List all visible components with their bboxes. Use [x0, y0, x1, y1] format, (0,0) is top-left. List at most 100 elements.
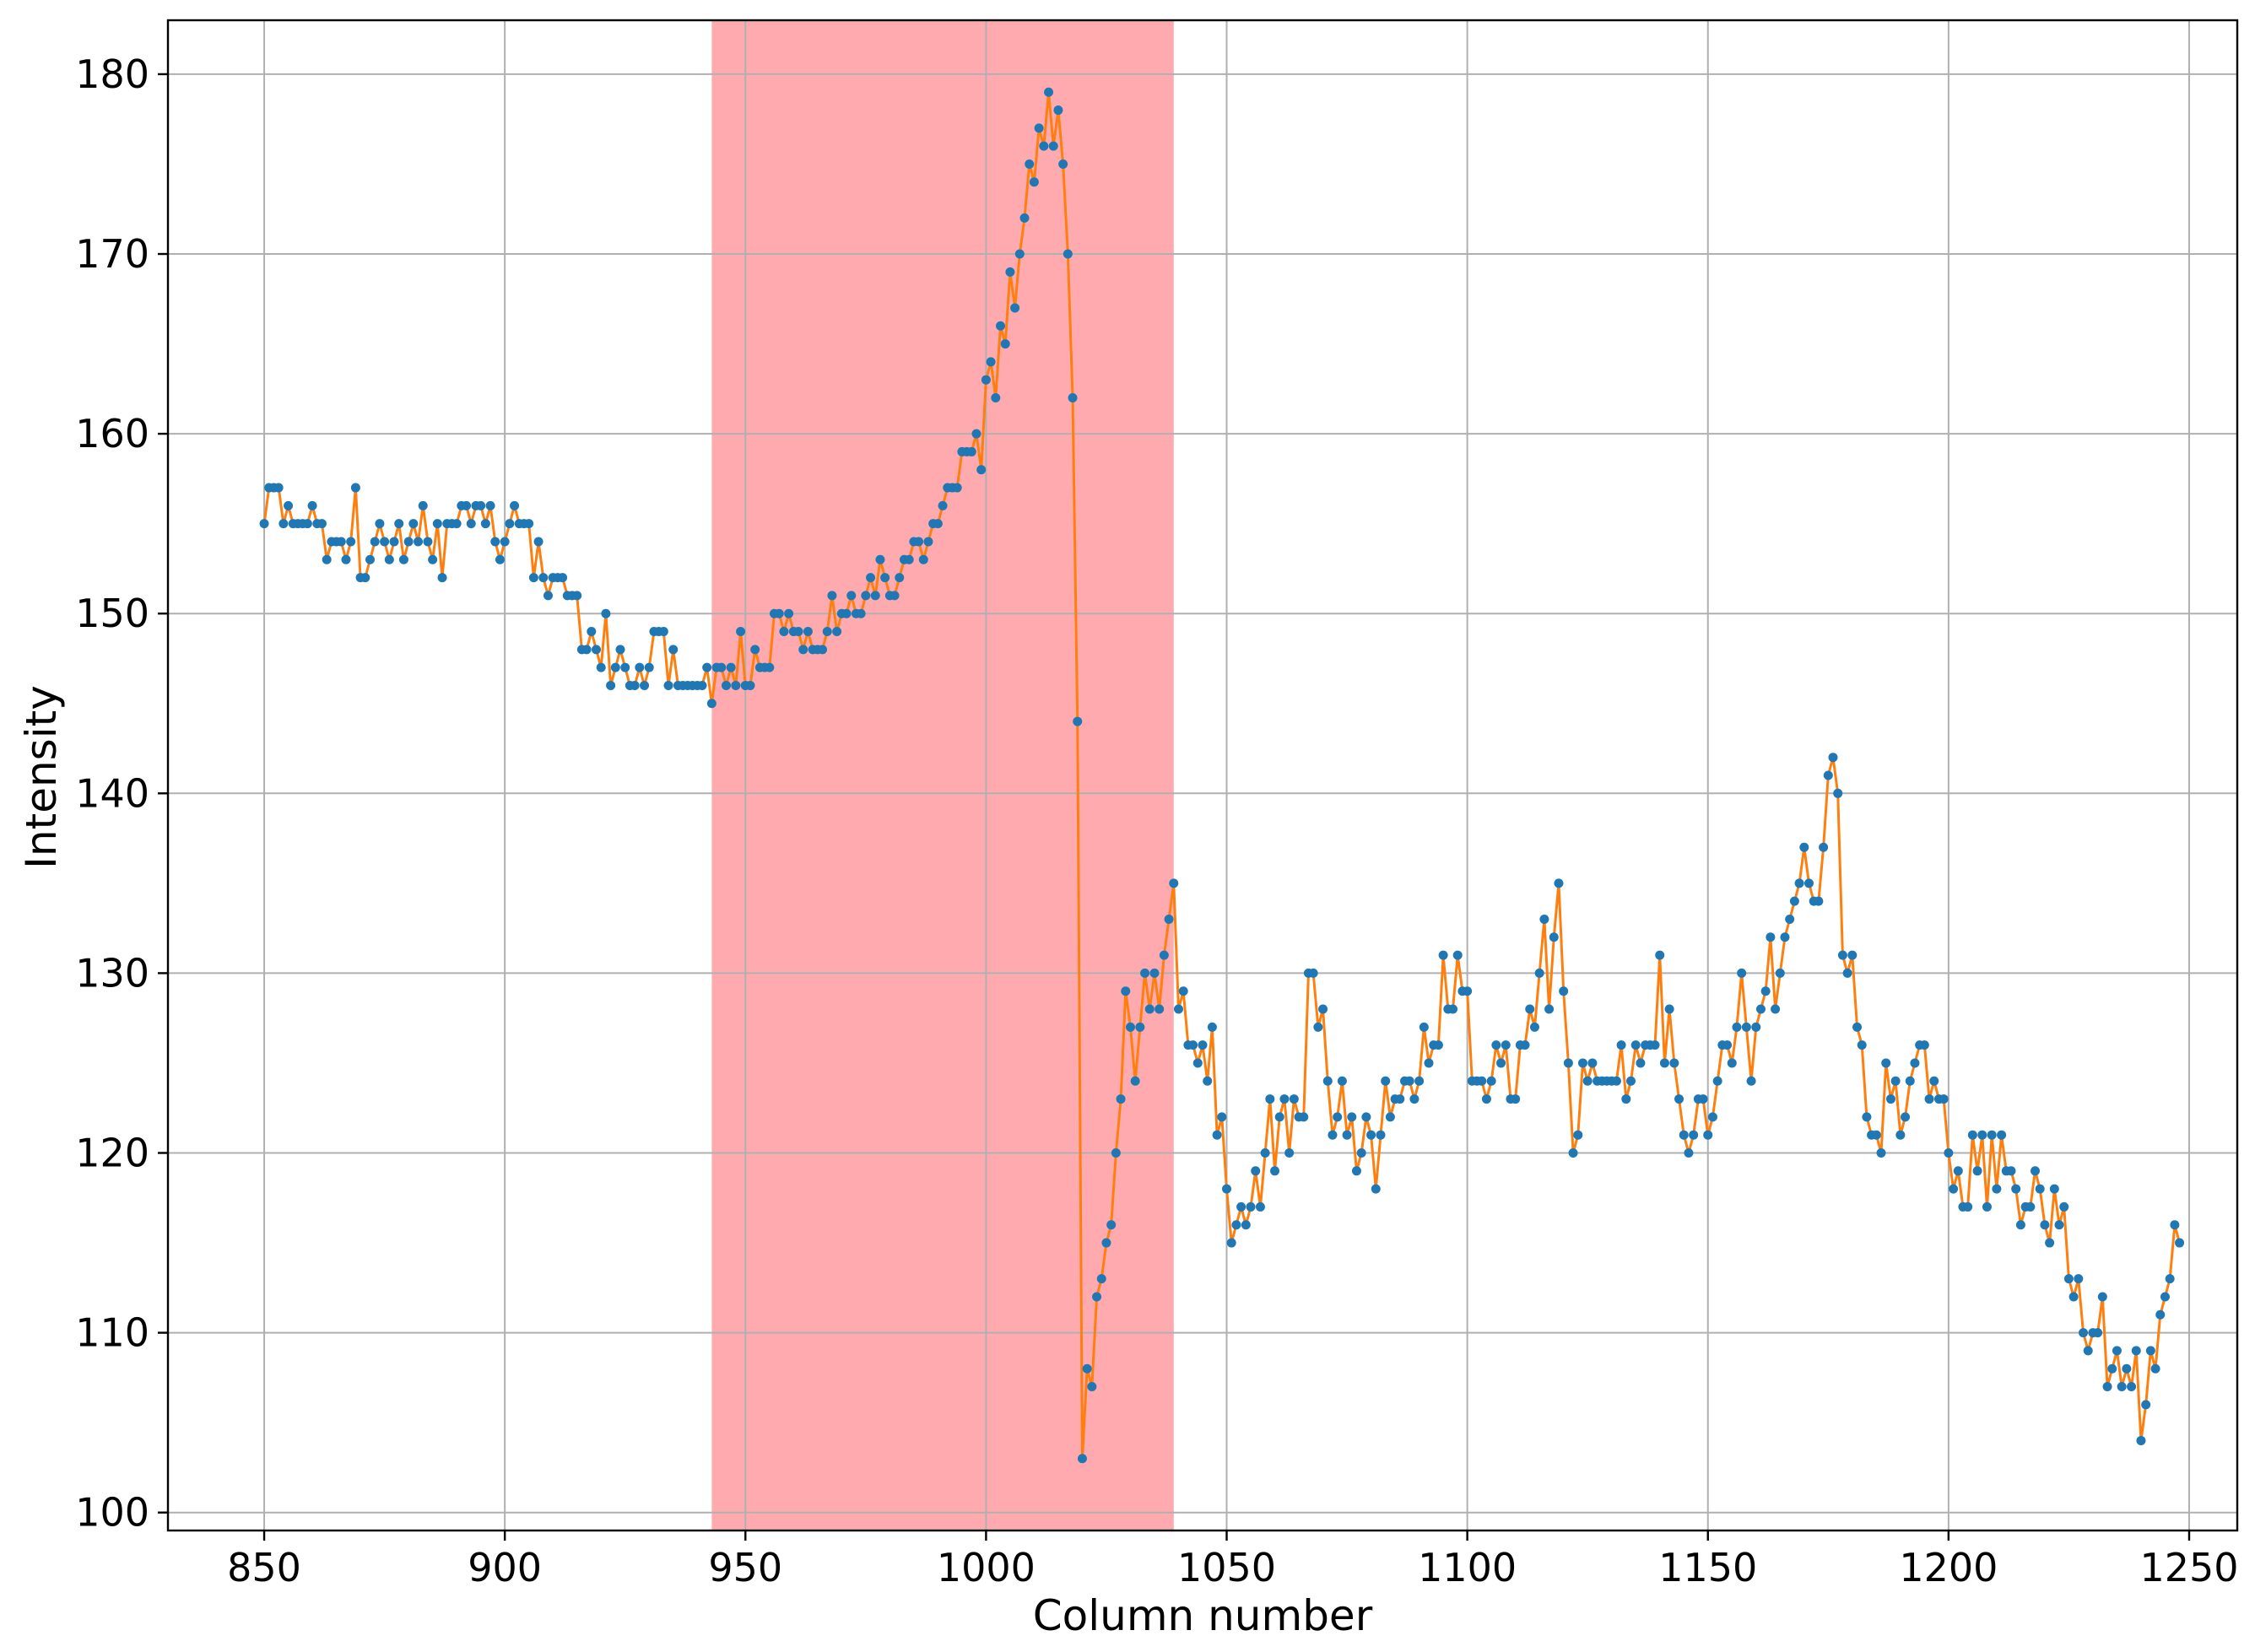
data-point: [1356, 1148, 1366, 1158]
data-point: [1005, 267, 1015, 277]
data-point: [1265, 1094, 1275, 1104]
data-point: [1404, 1076, 1414, 1086]
data-point: [1616, 1040, 1626, 1050]
data-point: [1173, 1004, 1183, 1014]
data-point: [462, 500, 472, 510]
data-point: [1929, 1076, 1939, 1086]
data-point: [966, 446, 976, 456]
data-point: [389, 537, 399, 547]
data-point: [2083, 1346, 2093, 1356]
data-point: [1539, 914, 1549, 924]
data-point: [1361, 1112, 1371, 1122]
data-point: [1573, 1130, 1583, 1140]
data-point: [1198, 1040, 1208, 1050]
data-point: [697, 680, 707, 690]
data-point: [2160, 1292, 2170, 1302]
data-point: [558, 573, 568, 583]
data-point: [596, 662, 606, 672]
data-point: [784, 608, 794, 618]
data-point: [736, 627, 746, 637]
data-point: [1212, 1130, 1222, 1140]
data-point: [1501, 1040, 1511, 1050]
data-point: [1337, 1076, 1347, 1086]
data-point: [1217, 1112, 1227, 1122]
data-point: [1626, 1076, 1636, 1086]
x-axis-label: Column number: [1033, 1591, 1373, 1640]
data-point: [1414, 1076, 1425, 1086]
data-point: [1169, 878, 1179, 888]
data-point: [1823, 770, 1833, 780]
data-point: [336, 537, 346, 547]
data-point: [538, 573, 549, 583]
data-point: [2015, 1220, 2025, 1230]
data-point: [2059, 1201, 2069, 1212]
data-point: [774, 608, 784, 618]
data-point: [1703, 1130, 1713, 1140]
data-point: [1274, 1112, 1284, 1122]
data-point: [1819, 842, 1829, 852]
data-point: [1448, 1004, 1458, 1014]
data-point: [1919, 1040, 1929, 1050]
data-point: [644, 662, 654, 672]
data-point: [841, 608, 852, 618]
data-point: [1732, 1022, 1742, 1032]
data-point: [1987, 1130, 1997, 1140]
data-point: [933, 519, 943, 529]
data-point: [360, 573, 370, 583]
data-point: [495, 554, 505, 564]
x-tick-label: 950: [708, 1545, 782, 1590]
data-point: [1144, 1004, 1155, 1014]
data-point: [1707, 1112, 1717, 1122]
data-point: [423, 537, 433, 547]
data-point: [375, 519, 385, 529]
data-point: [832, 627, 842, 637]
data-point: [1322, 1076, 1333, 1086]
data-point: [1463, 986, 1473, 996]
data-point: [2150, 1363, 2160, 1374]
data-point: [370, 537, 380, 547]
data-point: [1438, 950, 1448, 960]
data-point: [302, 519, 312, 529]
data-point: [1664, 1004, 1674, 1014]
data-point: [1207, 1022, 1217, 1032]
data-point: [316, 519, 327, 529]
data-point: [428, 554, 438, 564]
data-point: [322, 554, 332, 564]
data-point: [1058, 159, 1068, 169]
data-point: [466, 519, 476, 529]
x-tick-label: 900: [468, 1545, 542, 1590]
data-point: [1828, 753, 1838, 763]
data-point: [2011, 1184, 2021, 1194]
data-point: [1385, 1112, 1395, 1122]
data-point: [904, 554, 914, 564]
data-point: [1025, 159, 1035, 169]
data-point: [1251, 1166, 1261, 1176]
data-point: [1775, 968, 1785, 978]
data-point: [480, 519, 490, 529]
data-point: [1525, 1004, 1535, 1014]
data-point: [1905, 1076, 1915, 1086]
x-tick-label: 1150: [1658, 1545, 1757, 1590]
data-point: [1554, 878, 1564, 888]
data-point: [976, 465, 987, 475]
data-point: [1140, 968, 1150, 978]
data-point: [1789, 896, 1799, 906]
data-point: [341, 554, 351, 564]
data-point: [1135, 1022, 1145, 1032]
data-point: [1395, 1094, 1405, 1104]
data-point: [394, 519, 404, 529]
data-point: [620, 662, 630, 672]
data-point: [1328, 1130, 1338, 1140]
data-point: [1977, 1130, 1987, 1140]
data-point: [1842, 968, 1852, 978]
data-point: [2035, 1184, 2045, 1194]
data-point: [1712, 1076, 1722, 1086]
data-point: [1636, 1058, 1646, 1068]
data-point: [601, 608, 611, 618]
data-point: [1611, 1076, 1621, 1086]
data-point: [2068, 1292, 2079, 1302]
data-point: [1496, 1058, 1506, 1068]
data-point: [635, 662, 645, 672]
data-point: [432, 519, 442, 529]
data-point: [1333, 1112, 1343, 1122]
